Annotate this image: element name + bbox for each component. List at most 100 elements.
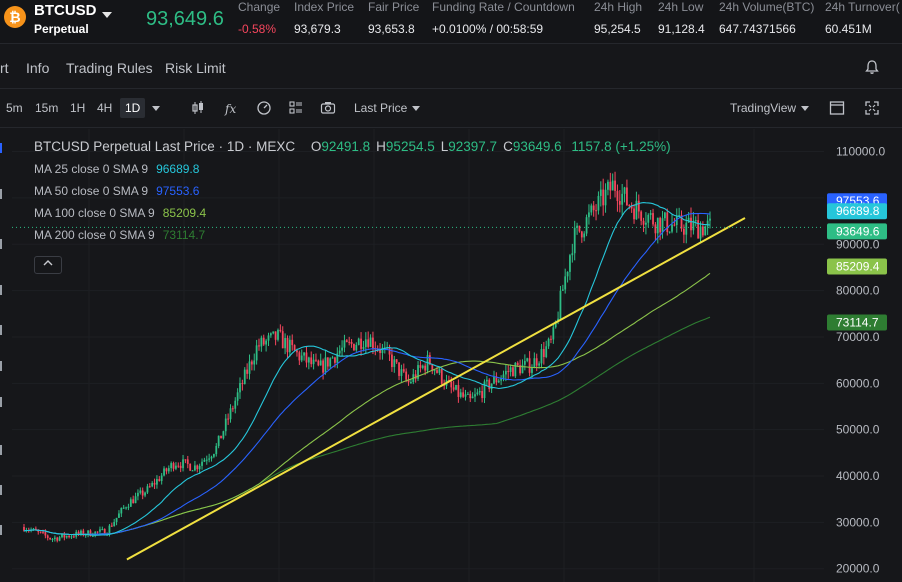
chevron-down-icon (412, 106, 421, 112)
candle-body (692, 220, 695, 231)
window-icon[interactable] (829, 100, 845, 116)
candle-body (706, 220, 709, 227)
candle-body (424, 365, 427, 371)
measure-tool-icon[interactable] (0, 397, 10, 407)
timeframe-1h[interactable]: 1H (70, 101, 86, 115)
candle-body (645, 222, 647, 225)
candle-body (440, 369, 443, 384)
candle-body (364, 339, 367, 347)
candle-body (362, 346, 365, 349)
candle-body (609, 181, 612, 191)
y-axis-tick-label: 80000.0 (836, 284, 880, 298)
pattern-tool-icon[interactable] (0, 361, 10, 371)
y-axis-tick-label: 90000.0 (836, 237, 880, 251)
trendline-tool-icon[interactable] (0, 189, 10, 199)
candle-body (675, 215, 678, 226)
price-type-label: Last Price (354, 101, 408, 115)
candle-body (388, 347, 391, 355)
legend-collapse-chevron-up-icon[interactable] (34, 256, 62, 274)
candlestick-chart[interactable]: 110000.0100000.090000.080000.070000.0600… (12, 129, 902, 582)
timeframe-more-chevron-down-icon[interactable] (148, 100, 164, 116)
price-type-dropdown[interactable]: Last Price (354, 101, 421, 115)
symbol-name[interactable]: BTCUSD (34, 2, 97, 19)
tab-info[interactable]: Info (26, 60, 50, 76)
ma-legend-row[interactable]: MA 50 close 0 SMA 9 97553.6 (34, 184, 671, 198)
tab-trading-rules[interactable]: Trading Rules (66, 60, 153, 76)
zoom-tool-icon[interactable] (0, 485, 10, 495)
y-axis-tick-label: 30000.0 (836, 515, 880, 529)
candle-body (89, 530, 92, 537)
fullscreen-icon[interactable] (864, 100, 880, 116)
tab-chart[interactable]: rt (0, 60, 9, 76)
candle-body (338, 350, 341, 354)
ticker-stat-value: +0.0100% / 00:58:59 (432, 22, 544, 36)
text-tool-icon[interactable] (0, 325, 10, 335)
candle-body (528, 358, 531, 373)
candle-body (68, 535, 71, 538)
candle-body (160, 475, 163, 482)
candle-body (690, 217, 692, 231)
candle-body (125, 507, 127, 509)
candle-body (179, 465, 182, 469)
candle-body (626, 187, 628, 206)
candle-body (659, 217, 662, 233)
candle-body (329, 358, 332, 367)
candlestick-type-icon[interactable] (190, 100, 206, 116)
candle-body (167, 468, 170, 472)
price-chart-area[interactable]: 110000.0100000.090000.080000.070000.0600… (12, 129, 902, 582)
fib-tool-icon[interactable] (0, 239, 10, 249)
speedometer-icon[interactable] (256, 100, 272, 116)
candle-body (51, 538, 54, 540)
candle-body (163, 468, 165, 476)
indicators-fx-icon[interactable]: fx (224, 100, 240, 116)
tab-risk-limit[interactable]: Risk Limit (165, 60, 226, 76)
candle-body (239, 383, 241, 393)
ticker-stat: Funding Rate / Countdown +0.0100% / 00:58… (432, 0, 575, 36)
symbol-dropdown-chevron-down-icon[interactable] (102, 12, 112, 18)
candle-body (72, 536, 75, 538)
candle-body (153, 482, 156, 485)
candle-body (265, 340, 268, 345)
timeframe-4h[interactable]: 4H (97, 101, 113, 115)
ma-legend-row[interactable]: MA 100 close 0 SMA 9 85209.4 (34, 206, 671, 220)
candle-body (455, 385, 457, 390)
ticker-stat-value: 93,679.3 (294, 22, 341, 36)
layout-grid-icon[interactable] (288, 100, 304, 116)
candle-body (559, 290, 562, 319)
ma-label: MA 25 close 0 SMA 9 (34, 162, 149, 176)
yellow-trendline[interactable] (126, 217, 746, 561)
brush-tool-icon[interactable] (0, 285, 10, 295)
candle-body (462, 392, 465, 397)
candle-body (234, 400, 237, 409)
candle-body (122, 507, 125, 509)
candle-body (141, 490, 144, 496)
candle-body (42, 531, 44, 533)
candle-body (704, 226, 707, 236)
candle-body (381, 347, 384, 354)
ma-legend-row[interactable]: MA 25 close 0 SMA 9 96689.8 (34, 162, 671, 176)
magnet-tool-icon[interactable] (0, 525, 10, 535)
candle-body (360, 338, 362, 349)
candle-body (550, 338, 552, 340)
camera-icon[interactable] (320, 100, 336, 116)
timeframe-5m[interactable]: 5m (6, 101, 23, 115)
timeframe-1d[interactable]: 1D (120, 98, 146, 118)
ticker-stat-label: 24h Turnover( (825, 0, 900, 14)
ticker-stat: Change -0.58% (238, 0, 280, 36)
candle-body (410, 382, 412, 384)
ruler-tool-icon[interactable] (0, 445, 10, 455)
candle-body (578, 225, 581, 232)
bell-icon[interactable] (864, 59, 880, 75)
crosshair-tool-icon[interactable] (0, 143, 10, 153)
candle-body (436, 370, 438, 373)
candle-body (542, 349, 545, 357)
ma-legend-row[interactable]: MA 200 close 0 SMA 9 73114.7 (34, 228, 671, 242)
candle-body (194, 465, 196, 471)
view-mode-dropdown[interactable]: TradingView (730, 101, 810, 115)
candle-body (170, 463, 173, 469)
candle-body (172, 463, 175, 469)
candle-body (103, 529, 106, 536)
candle-body (709, 218, 711, 221)
timeframe-15m[interactable]: 15m (35, 101, 59, 115)
bitcoin-icon: ₿ (4, 6, 26, 28)
